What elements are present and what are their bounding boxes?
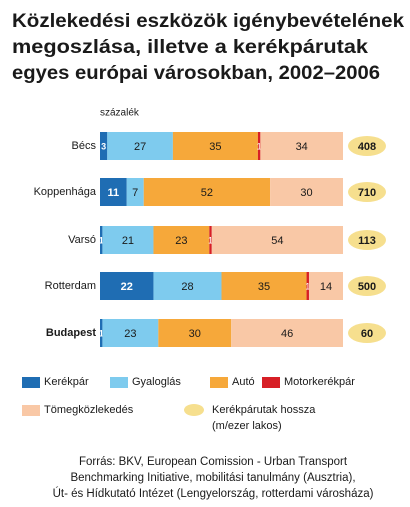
bar-segment — [102, 226, 154, 254]
length-marker — [348, 136, 386, 156]
value-label: 1 — [99, 235, 104, 245]
length-label: 500 — [358, 281, 376, 293]
value-label: 21 — [122, 235, 134, 247]
length-marker — [348, 323, 386, 343]
legend-swatch — [184, 404, 204, 416]
legend-swatch — [22, 377, 40, 388]
bar-segment — [260, 132, 343, 160]
value-label: 34 — [296, 141, 308, 153]
length-marker — [348, 230, 386, 250]
legend-label: Kerékpár — [44, 376, 89, 388]
bar-segment — [209, 226, 212, 254]
source-note: Út- és Hídkutató Intézet (Lengyelország,… — [53, 487, 374, 500]
bar-segment — [231, 319, 343, 347]
value-label: 35 — [258, 281, 270, 293]
value-label: 23 — [175, 235, 187, 247]
bar-segment — [172, 132, 258, 160]
bar-segment — [211, 226, 343, 254]
value-label: 1 — [99, 328, 104, 338]
bar-segment — [306, 272, 309, 300]
value-label: 23 — [124, 328, 136, 340]
legend-label: Motorkerékpár — [284, 376, 355, 388]
bar-segment — [126, 178, 144, 206]
bar-segment — [100, 132, 108, 160]
legend-label: Kerékpárutak hossza — [212, 404, 316, 416]
source-note: Forrás: BKV, European Comission - Urban … — [79, 456, 348, 468]
value-label: 35 — [209, 141, 221, 153]
value-label: 46 — [281, 328, 293, 340]
bar-segment — [107, 132, 173, 160]
bar-segment — [153, 272, 222, 300]
value-label: 30 — [189, 328, 201, 340]
value-label: 52 — [201, 187, 213, 199]
bar-segment — [100, 272, 154, 300]
bar-segment — [102, 319, 159, 347]
value-label: 28 — [181, 281, 193, 293]
bar-segment — [100, 178, 127, 206]
bar-segment — [100, 226, 103, 254]
category-label: Bécs — [72, 140, 97, 152]
chart-title: Közlekedési eszközök igénybevételének — [12, 11, 404, 32]
bar-segment — [158, 319, 232, 347]
bar-segment — [153, 226, 210, 254]
value-label: 3 — [101, 141, 106, 151]
bar-segment — [221, 272, 307, 300]
chart-title: megoszlása, illetve a kerékpárutak — [12, 37, 368, 58]
legend-label: (m/ezer lakos) — [212, 420, 282, 432]
legend-label: Gyaloglás — [132, 376, 181, 388]
bar-segment — [308, 272, 343, 300]
value-label: 7 — [132, 187, 138, 199]
bar-segment — [270, 178, 343, 206]
bar-segment — [257, 132, 261, 160]
length-label: 60 — [361, 328, 373, 340]
category-label: Varsó — [68, 234, 96, 246]
chart-title: egyes európai városokban, 2002–2006 — [12, 63, 380, 84]
source-note: Benchmarking Initiative, mobilitási tanu… — [70, 472, 355, 484]
bar-segment — [100, 319, 103, 347]
legend-swatch — [22, 405, 40, 416]
length-marker — [348, 276, 386, 296]
legend-swatch — [210, 377, 228, 388]
value-label: 22 — [121, 281, 133, 293]
value-label: 14 — [320, 281, 332, 293]
category-label: Budapest — [46, 327, 96, 339]
value-label: 1 — [208, 235, 213, 245]
legend-label: Tömegközlekedés — [44, 404, 134, 416]
length-marker — [348, 182, 386, 202]
legend-swatch — [262, 377, 280, 388]
value-label: 11 — [108, 187, 120, 199]
value-label: 27 — [134, 141, 146, 153]
value-label: 1 — [257, 141, 262, 151]
legend-label: Autó — [232, 376, 255, 388]
value-label: 54 — [271, 235, 283, 247]
length-label: 710 — [358, 187, 376, 199]
length-label: 113 — [358, 235, 376, 247]
axis-label: százalék — [100, 108, 140, 119]
category-label: Rotterdam — [45, 280, 96, 292]
category-label: Koppenhága — [34, 186, 97, 198]
length-label: 408 — [358, 141, 376, 153]
value-label: 30 — [300, 187, 312, 199]
legend-swatch — [110, 377, 128, 388]
bar-segment — [143, 178, 271, 206]
value-label: 1 — [305, 281, 310, 291]
